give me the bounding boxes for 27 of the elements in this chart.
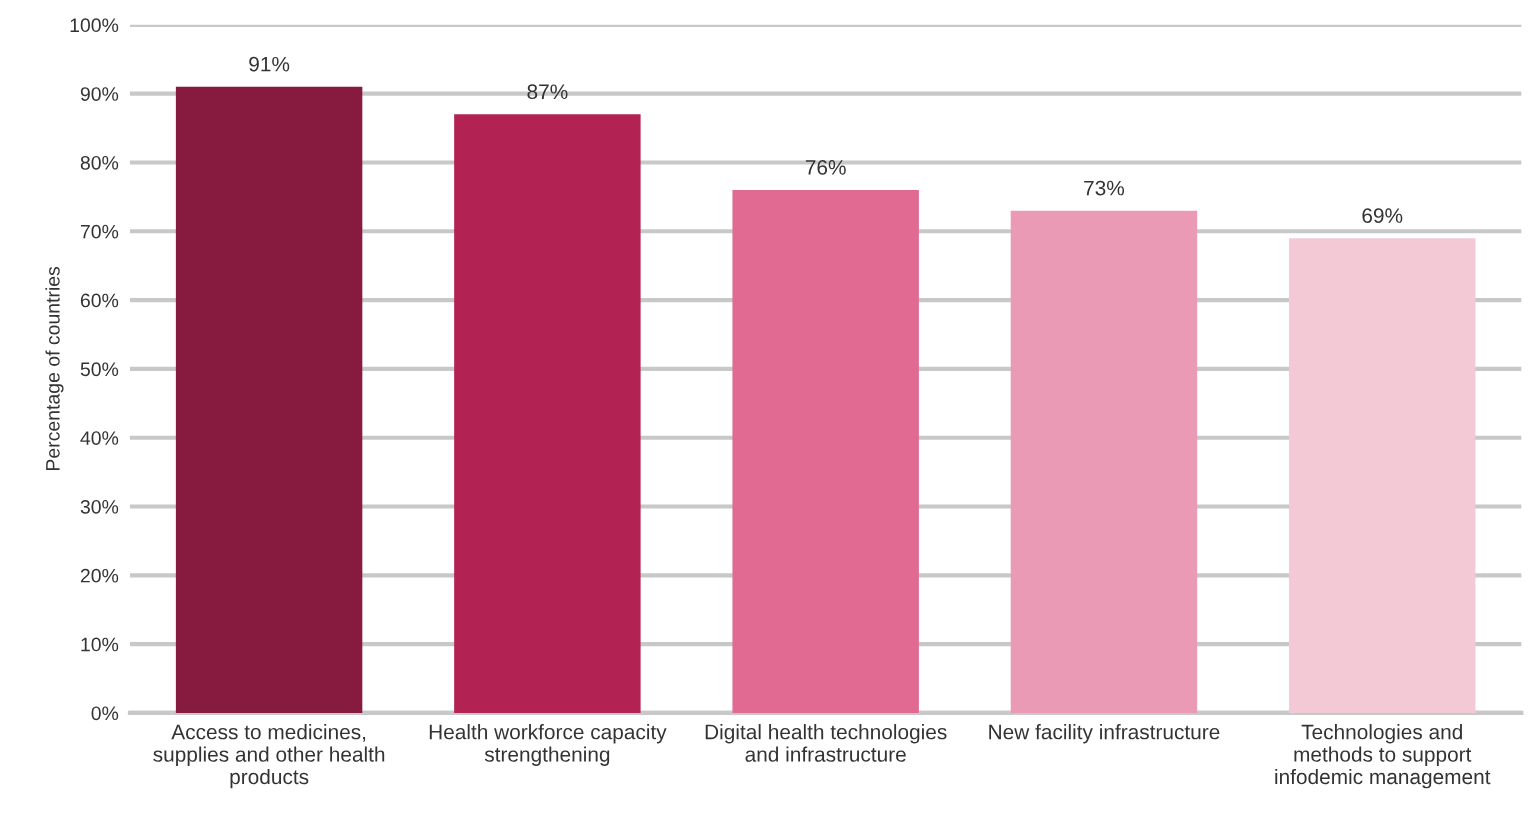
x-tick-label: Access to medicines, supplies and other health products: [153, 724, 385, 789]
y-tick-label: 70%: [80, 224, 119, 239]
x-tick-label: New facility infrastructure: [989, 724, 1220, 744]
y-tick-label: 60%: [80, 293, 119, 308]
bar: [1288, 238, 1476, 713]
x-tick-label: Digital health technologies and infrastructure: [705, 724, 947, 762]
y-tick-label: 50%: [80, 362, 119, 377]
y-tick-label: 20%: [80, 568, 119, 583]
y-tick-label: 0%: [91, 706, 119, 721]
y-tick-label: 100%: [70, 18, 119, 33]
bar: [1010, 210, 1198, 713]
bar: [732, 190, 919, 713]
data-label: 69%: [1362, 208, 1403, 223]
y-axis-title: Percentage of countries: [45, 266, 64, 470]
data-label: 91%: [249, 56, 290, 72]
y-tick-label: 90%: [80, 87, 119, 101]
data-label: 87%: [527, 84, 568, 100]
y-tick-label: 80%: [80, 155, 119, 170]
bar: [175, 86, 363, 713]
x-tick-label: Health workforce capacity strengthening: [429, 724, 667, 766]
data-label: 76%: [805, 160, 846, 175]
y-tick-label: 30%: [80, 499, 119, 514]
data-label: 73%: [1084, 180, 1125, 196]
bar: [454, 114, 641, 713]
y-tick-label: 10%: [81, 637, 119, 652]
x-tick-label: Technologies and methods to support infodemic management: [1275, 724, 1491, 789]
y-tick-label: 40%: [80, 431, 119, 445]
